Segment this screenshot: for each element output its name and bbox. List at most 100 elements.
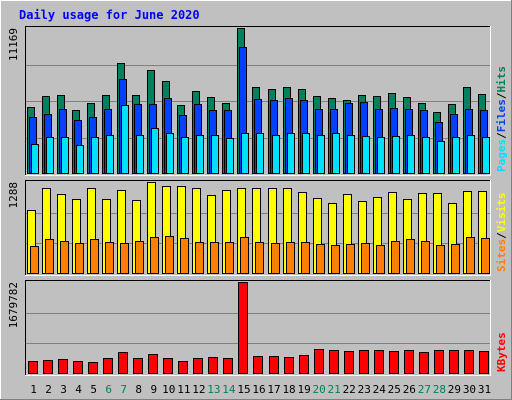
x-tick-label: 8 <box>135 383 142 396</box>
bar-pages <box>61 137 69 174</box>
bar-pages <box>437 141 445 174</box>
bar-kbytes <box>449 350 459 374</box>
bar-sites <box>105 242 114 274</box>
bar-sites <box>391 241 400 274</box>
bar-sites <box>135 241 144 274</box>
bar-sites <box>301 242 310 274</box>
bar-pages <box>76 145 84 174</box>
bar-pages <box>302 133 310 174</box>
x-tick-label: 3 <box>60 383 67 396</box>
bar-kbytes <box>148 354 158 374</box>
bar-pages <box>211 135 219 174</box>
bar-pages <box>287 133 295 174</box>
bar-kbytes <box>344 351 354 374</box>
bar-kbytes <box>223 358 233 374</box>
bar-sites <box>421 241 430 274</box>
bar-sites <box>451 244 460 274</box>
chart-title: Daily usage for June 2020 <box>19 8 200 22</box>
bar-kbytes <box>28 361 38 374</box>
x-tick-label: 11 <box>177 383 190 396</box>
bar-pages <box>151 128 159 174</box>
y-max-label: 1288 <box>7 182 20 209</box>
bar-sites <box>255 242 264 274</box>
x-tick-label: 28 <box>433 383 446 396</box>
bar-kbytes <box>374 350 384 374</box>
panel-kbytes: 1679782 KBytes <box>7 280 508 376</box>
x-tick-label: 9 <box>150 383 157 396</box>
bar-sites <box>75 243 84 274</box>
bar-pages <box>196 135 204 174</box>
bar-pages <box>91 137 99 174</box>
x-tick-label: 7 <box>120 383 127 396</box>
bar-kbytes <box>103 358 113 374</box>
bar-kbytes <box>314 349 324 374</box>
bar-sites <box>60 241 69 274</box>
x-tick-label: 2 <box>45 383 52 396</box>
chart-panels: 11169Pages/Files/Hits1288Sites/Visits167… <box>7 26 508 376</box>
x-tick-label: 26 <box>403 383 416 396</box>
x-tick-label: 30 <box>463 383 476 396</box>
bar-pages <box>317 135 325 174</box>
legend: Pages/Files/Hits <box>495 66 508 172</box>
bar-kbytes <box>284 357 294 374</box>
legend: Sites/Visits <box>495 193 508 273</box>
bar-pages <box>452 137 460 174</box>
legend-entry: Sites <box>495 239 508 272</box>
bar-sites <box>45 239 54 274</box>
bar-pages <box>422 137 430 174</box>
bar-pages <box>407 135 415 174</box>
legend-entry: Files <box>495 99 508 132</box>
bar-pages <box>362 136 370 174</box>
bar-pages <box>226 138 234 174</box>
bar-pages <box>377 137 385 174</box>
bar-pages <box>31 144 39 174</box>
bar-sites <box>165 236 174 274</box>
bar-kbytes <box>434 350 444 374</box>
bar-kbytes <box>208 357 218 374</box>
bar-kbytes <box>389 351 399 374</box>
bar-pages <box>272 135 280 174</box>
x-tick-label: 1 <box>30 383 37 396</box>
bar-kbytes <box>404 350 414 374</box>
x-tick-label: 14 <box>222 383 236 396</box>
bar-kbytes <box>299 355 309 374</box>
bar-sites <box>225 242 234 274</box>
bar-pages <box>347 135 355 174</box>
bar-pages <box>482 137 490 174</box>
x-tick-label: 23 <box>358 383 371 396</box>
bar-kbytes <box>58 359 68 374</box>
bar-pages <box>241 133 249 174</box>
bar-sites <box>30 246 39 274</box>
x-tick-label: 20 <box>313 383 326 396</box>
bar-sites <box>331 245 340 274</box>
bar-kbytes <box>464 350 474 374</box>
legend-entry: Hits <box>495 66 508 93</box>
bar-pages <box>121 105 129 174</box>
bar-sites <box>180 238 189 274</box>
legend-entry: Pages <box>495 139 508 172</box>
bar-kbytes <box>73 361 83 374</box>
legend-entry: Visits <box>495 193 508 233</box>
bar-sites <box>466 237 475 274</box>
bar-sites <box>376 245 385 274</box>
bar-kbytes <box>419 352 429 374</box>
legend-entry: / <box>495 92 508 99</box>
bar-sites <box>195 242 204 274</box>
x-tick-label: 17 <box>267 383 280 396</box>
bar-sites <box>361 243 370 274</box>
bar-kbytes <box>359 350 369 374</box>
bar-kbytes <box>88 362 98 374</box>
bar-sites <box>210 242 219 274</box>
panel-visits: 1288 Sites/Visits <box>7 180 508 276</box>
x-tick-label: 31 <box>478 383 491 396</box>
bar-kbytes <box>163 358 173 374</box>
bar-sites <box>271 243 280 274</box>
bar-sites <box>90 239 99 274</box>
bar-kbytes <box>193 358 203 374</box>
bar-sites <box>150 237 159 274</box>
bar-kbytes <box>238 282 248 374</box>
bar-pages <box>392 136 400 174</box>
bar-pages <box>166 133 174 174</box>
bar-pages <box>256 133 264 174</box>
